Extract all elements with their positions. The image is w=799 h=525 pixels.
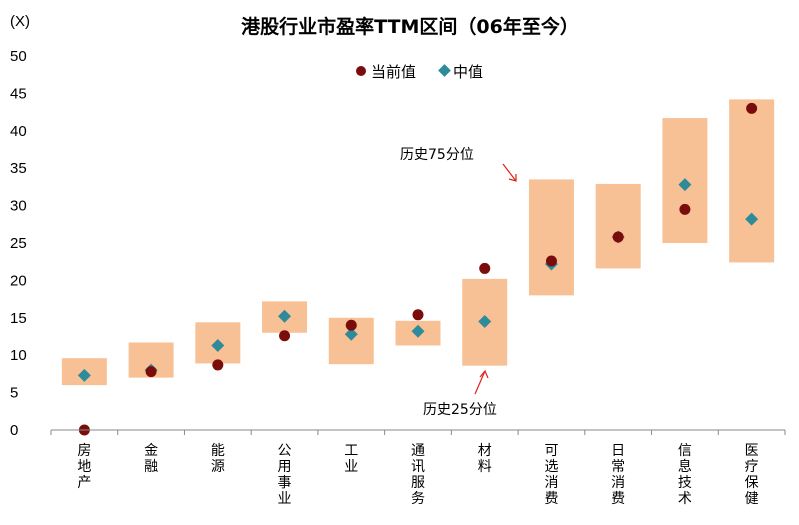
legend-median-label: 中值	[453, 63, 483, 81]
x-tick-label: 常	[611, 459, 625, 475]
x-tick-label: 信	[678, 443, 692, 459]
y-tick-label: 15	[10, 310, 27, 327]
x-tick-label: 费	[611, 491, 625, 507]
x-tick-label: 工	[344, 443, 358, 459]
range-box	[729, 99, 775, 263]
x-tick-label: 料	[478, 459, 492, 475]
y-tick-label: 45	[10, 85, 27, 102]
x-tick-label: 房	[77, 443, 91, 459]
x-tick-label: 融	[144, 459, 158, 475]
range-box	[528, 179, 574, 296]
current-marker	[145, 366, 157, 378]
median-marker	[77, 368, 91, 382]
legend-current-label: 当前值	[371, 63, 416, 81]
annotation-p25-arrow	[474, 370, 486, 395]
x-tick-label: 讯	[411, 459, 425, 475]
current-marker	[212, 359, 224, 371]
x-tick-label: 可	[544, 443, 558, 459]
current-marker	[746, 102, 758, 114]
y-tick-label: 5	[10, 385, 18, 402]
range-box	[595, 183, 641, 269]
x-tick-label: 地	[77, 459, 91, 475]
x-tick-label: 源	[211, 459, 225, 475]
x-tick-label: 通	[411, 443, 425, 459]
median-marker	[745, 212, 759, 226]
current-marker	[412, 309, 424, 321]
y-axis-unit: (X)	[10, 13, 30, 30]
x-tick-label: 消	[544, 475, 558, 491]
y-tick-label: 0	[10, 422, 18, 439]
median-marker	[478, 315, 492, 329]
current-marker	[345, 319, 357, 331]
y-axis: 0 5 10 15 20 25 30 35 40 45 50	[10, 48, 27, 439]
x-tick-label: 费	[544, 491, 558, 507]
x-tick-label: 业	[278, 491, 292, 507]
x-tick-label: 医	[745, 443, 759, 459]
current-series	[78, 102, 758, 436]
annotations: 历史75分位 历史25分位	[400, 147, 517, 418]
x-tick-label: 消	[611, 475, 625, 491]
x-tick-label: 健	[745, 491, 759, 507]
annotation-p75-label: 历史75分位	[400, 147, 474, 163]
current-marker	[679, 203, 691, 215]
current-marker	[545, 255, 557, 267]
y-tick-label: 10	[10, 347, 27, 364]
current-marker	[479, 262, 491, 274]
annotation-p25-label: 历史25分位	[423, 402, 497, 418]
annotation-p75-arrow	[502, 163, 517, 182]
median-marker	[211, 338, 225, 352]
x-tick-label: 务	[411, 491, 425, 507]
median-marker	[278, 309, 292, 323]
x-tick-label: 产	[77, 475, 91, 491]
y-tick-label: 40	[10, 123, 27, 140]
x-tick-label: 金	[144, 443, 158, 459]
y-tick-label: 30	[10, 198, 27, 215]
x-tick-label: 息	[678, 458, 692, 475]
x-tick-label: 术	[678, 491, 692, 507]
current-marker	[279, 330, 291, 342]
x-tick-label: 选	[544, 459, 558, 475]
x-tick-label: 日	[611, 443, 625, 459]
y-tick-label: 25	[10, 235, 27, 252]
percentile-ranges	[61, 99, 775, 386]
legend-median-marker	[438, 64, 451, 77]
median-marker	[678, 178, 692, 192]
chart-title: 港股行业市盈率TTM区间（06年至今）	[241, 15, 579, 38]
x-tick-label: 疗	[745, 459, 759, 475]
legend: 当前值 中值	[356, 63, 483, 81]
x-tick-label: 技	[678, 475, 692, 491]
median-marker	[411, 324, 425, 338]
x-tick-label: 用	[278, 459, 292, 475]
median-series	[77, 178, 759, 382]
x-tick-label: 保	[745, 475, 759, 491]
x-tick-label: 公	[278, 443, 292, 459]
x-tick-label: 能	[211, 443, 225, 459]
annotation-p75-arrowhead	[508, 174, 517, 182]
x-tick-label: 服	[411, 475, 425, 491]
legend-current-marker	[356, 66, 366, 76]
x-tick-label: 事	[278, 475, 292, 491]
y-tick-label: 20	[10, 272, 27, 289]
y-tick-label: 35	[10, 160, 27, 177]
median-marker	[344, 327, 358, 341]
current-marker	[612, 231, 624, 243]
annotation-p25-arrowhead	[479, 369, 489, 379]
x-tick-label: 业	[344, 459, 358, 475]
x-tick-label: 材	[478, 443, 492, 459]
y-tick-label: 50	[10, 48, 27, 65]
